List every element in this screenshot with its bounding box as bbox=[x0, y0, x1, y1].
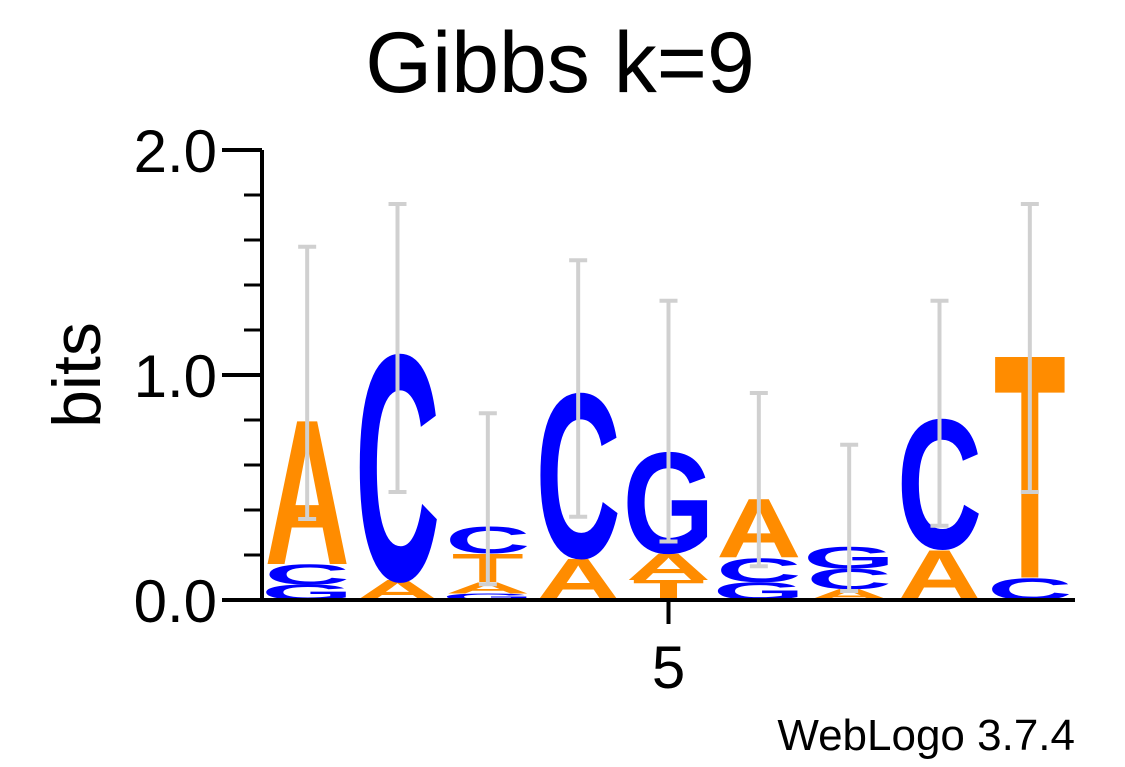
logo-letter-A-pos-3: A bbox=[445, 579, 530, 597]
chart-title: Gibbs k=9 bbox=[365, 15, 755, 111]
weblogo-credit: WebLogo 3.7.4 bbox=[777, 711, 1075, 760]
svg-text:A: A bbox=[445, 579, 530, 597]
svg-text:C: C bbox=[265, 559, 350, 591]
y-tick-label: 2.0 bbox=[134, 118, 217, 185]
logo-letter-C-pos-1: C bbox=[265, 559, 350, 591]
error-bar-pos-2 bbox=[388, 202, 407, 494]
error-bar-pos-9 bbox=[1020, 202, 1039, 494]
y-axis-label: bits bbox=[39, 322, 115, 428]
x-tick-label: 5 bbox=[652, 634, 685, 701]
error-bar-pos-4 bbox=[569, 258, 588, 519]
y-tick-label: 0.0 bbox=[134, 568, 217, 635]
error-bar-pos-8 bbox=[930, 298, 949, 528]
y-tick-label: 1.0 bbox=[134, 343, 217, 410]
error-bar-pos-5 bbox=[659, 298, 678, 544]
svg-text:A: A bbox=[626, 546, 711, 588]
error-bar-pos-6 bbox=[749, 391, 768, 569]
logo-letter-A-pos-5: A bbox=[626, 546, 711, 588]
axes: 0.0 1.0 2.0 5 bbox=[134, 118, 1075, 701]
svg-text:G: G bbox=[442, 591, 534, 602]
error-bar-pos-1 bbox=[298, 244, 317, 521]
error-bar-pos-7 bbox=[840, 442, 859, 593]
error-bars bbox=[298, 202, 1039, 593]
logo-letter-G-pos-3: G bbox=[442, 591, 534, 602]
error-bar-pos-3 bbox=[478, 411, 497, 587]
